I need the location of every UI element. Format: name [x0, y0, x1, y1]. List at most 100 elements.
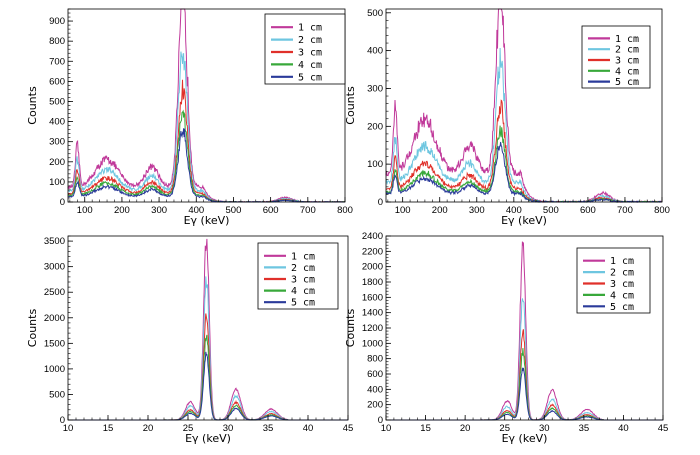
- y-tick-label: 2000: [362, 262, 383, 273]
- x-tick-label: 30: [223, 423, 234, 434]
- y-tick-label: 500: [49, 96, 65, 107]
- x-axis-label: Eγ (keV): [501, 214, 547, 227]
- y-tick-label: 200: [367, 400, 383, 411]
- x-tick-label: 800: [337, 205, 353, 216]
- series-line: [386, 367, 663, 421]
- series-line: [385, 141, 662, 203]
- x-tick-label: 35: [263, 423, 274, 434]
- y-tick-label: 100: [49, 177, 65, 188]
- x-tick-label: 10: [63, 423, 74, 434]
- series-line: [68, 351, 348, 421]
- y-tick-label: 0: [60, 197, 65, 208]
- plot-frame: [385, 8, 663, 203]
- x-tick-label: 100: [77, 205, 93, 216]
- y-tick-label: 500: [367, 8, 383, 19]
- legend-label: 5 cm: [291, 298, 315, 309]
- series-line: [68, 334, 348, 421]
- series-line: [67, 128, 345, 203]
- y-tick-label: 900: [49, 16, 65, 27]
- legend-box: [576, 247, 651, 314]
- y-tick-label: 1400: [362, 308, 383, 319]
- y-tick-label: 1600: [362, 292, 383, 303]
- y-tick-label: 1200: [362, 323, 383, 334]
- y-tick-label: 2000: [44, 313, 65, 324]
- legend-label: 3 cm: [298, 48, 322, 59]
- y-tick-label: 2200: [362, 246, 383, 257]
- x-axis-label: Eγ (keV): [184, 214, 230, 227]
- y-tick-label: 600: [49, 76, 65, 87]
- legend-label: 2 cm: [298, 35, 322, 46]
- x-tick-label: 30: [539, 423, 550, 434]
- y-tick-label: 3500: [44, 236, 65, 247]
- y-axis-label: Counts: [26, 309, 39, 348]
- y-axis-label: Counts: [344, 86, 357, 125]
- legend-label: 4 cm: [291, 286, 315, 297]
- x-tick-label: 300: [469, 205, 485, 216]
- y-tick-label: 0: [60, 415, 65, 426]
- y-tick-label: 2400: [362, 231, 383, 242]
- x-tick-label: 200: [432, 205, 448, 216]
- y-tick-label: 800: [367, 354, 383, 365]
- y-tick-label: 1000: [44, 364, 65, 375]
- y-tick-label: 200: [49, 157, 65, 168]
- legend-label: 2 cm: [610, 268, 634, 279]
- x-tick-label: 20: [460, 423, 471, 434]
- y-axis-label: Counts: [344, 309, 357, 348]
- y-tick-label: 400: [367, 384, 383, 395]
- legend-label: 2 cm: [291, 263, 315, 274]
- y-tick-label: 200: [367, 121, 383, 132]
- legend: 1 cm2 cm3 cm4 cm5 cm: [264, 13, 346, 85]
- x-tick-label: 600: [263, 205, 279, 216]
- legend-box: [257, 242, 339, 310]
- x-tick-label: 100: [395, 205, 411, 216]
- legend: 1 cm2 cm3 cm4 cm5 cm: [257, 242, 339, 310]
- y-tick-label: 100: [367, 159, 383, 170]
- x-tick-label: 300: [151, 205, 167, 216]
- x-tick-label: 800: [654, 205, 670, 216]
- x-tick-label: 20: [143, 423, 154, 434]
- y-tick-label: 0: [378, 197, 383, 208]
- legend-label: 1 cm: [610, 256, 634, 267]
- x-tick-label: 40: [303, 423, 314, 434]
- chart-panel-3: 10 15 20 25 30 35 40 45 0 500 1000 1500 2000 2500 3000…: [26, 235, 353, 445]
- series-line: [386, 348, 663, 421]
- x-tick-label: 25: [183, 423, 194, 434]
- y-tick-label: 800: [49, 36, 65, 47]
- legend-label: 4 cm: [298, 60, 322, 71]
- x-tick-label: 500: [543, 205, 559, 216]
- chart-panel-2: 100 200 300 400 500 600 700 800 0 100 200 300 400 500…: [344, 8, 670, 227]
- x-tick-label: 45: [658, 423, 669, 434]
- legend-label: 3 cm: [615, 56, 639, 67]
- y-tick-label: 700: [49, 56, 65, 67]
- y-tick-label: 500: [49, 389, 65, 400]
- x-tick-label: 200: [114, 205, 130, 216]
- legend-label: 5 cm: [610, 302, 634, 313]
- legend: 1 cm2 cm3 cm4 cm5 cm: [576, 247, 651, 314]
- legend-label: 1 cm: [291, 251, 315, 262]
- legend-box: [581, 25, 651, 89]
- y-tick-label: 400: [49, 117, 65, 128]
- y-tick-label: 1500: [44, 338, 65, 349]
- x-tick-label: 500: [226, 205, 242, 216]
- y-axis-label: Counts: [26, 86, 39, 125]
- legend-label: 3 cm: [291, 275, 315, 286]
- legend-label: 4 cm: [610, 290, 634, 301]
- x-tick-label: 400: [188, 205, 204, 216]
- y-tick-label: 1800: [362, 277, 383, 288]
- x-axis-label: Eγ (keV): [502, 432, 548, 445]
- y-tick-label: 0: [378, 415, 383, 426]
- legend-label: 1 cm: [615, 34, 639, 45]
- legend-label: 4 cm: [615, 66, 639, 77]
- y-tick-label: 3000: [44, 262, 65, 273]
- x-tick-label: 35: [579, 423, 590, 434]
- chart-panel-1: 100 200 300 400 500 600 700 800 0 100 200 300 400 500…: [26, 8, 353, 227]
- y-tick-label: 400: [367, 46, 383, 57]
- y-tick-label: 300: [367, 83, 383, 94]
- x-tick-label: 10: [381, 423, 392, 434]
- legend-label: 2 cm: [615, 45, 639, 56]
- x-tick-label: 40: [618, 423, 629, 434]
- y-tick-label: 300: [49, 137, 65, 148]
- legend-label: 1 cm: [298, 23, 322, 34]
- x-tick-label: 600: [580, 205, 596, 216]
